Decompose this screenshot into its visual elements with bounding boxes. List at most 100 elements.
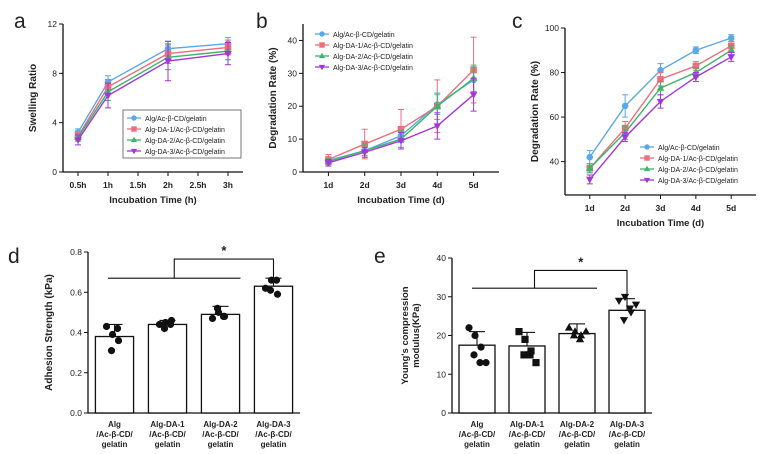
x-tick-label: 2d bbox=[620, 203, 630, 213]
x-tick-label: gelatin bbox=[514, 440, 540, 449]
panel-label-a: a bbox=[14, 10, 26, 33]
x-tick-label: 2.5h bbox=[189, 180, 206, 190]
data-point bbox=[564, 323, 574, 331]
data-point bbox=[470, 351, 478, 359]
x-tick-label: 4d bbox=[432, 180, 442, 190]
legend-marker bbox=[318, 52, 326, 59]
x-tick-label: 0.5h bbox=[69, 180, 86, 190]
series-4 bbox=[74, 40, 232, 146]
legend-label: Alg/Ac-β-CD/gelatin bbox=[333, 32, 395, 39]
bar-group: Alg-DA-1/Ac-β-CD/gelatin bbox=[508, 328, 546, 449]
x-tick-label: Alg bbox=[108, 420, 121, 429]
data-point bbox=[576, 331, 586, 339]
x-tick-label: 3d bbox=[656, 203, 666, 213]
data-point bbox=[164, 58, 172, 65]
x-tick-label: /Ac-β-CD/ bbox=[149, 430, 186, 439]
y-tick-label: 20 bbox=[437, 331, 447, 341]
data-point bbox=[527, 347, 535, 355]
x-tick-label: gelatin bbox=[261, 440, 287, 449]
series-line bbox=[77, 46, 229, 137]
y-axis-title: Swelling Ratio bbox=[28, 64, 39, 132]
bar-group: Alg/Ac-β-CD/gelatin bbox=[458, 324, 496, 449]
series-4 bbox=[324, 77, 478, 167]
x-tick-label: 1d bbox=[323, 180, 333, 190]
y-tick-label: 12 bbox=[48, 19, 58, 29]
legend-label: Alg-DA-1/Ac-β-CD/gelatin bbox=[333, 43, 413, 50]
data-point bbox=[465, 324, 473, 332]
panel-c: c 40 60 80 100 1d 2d 3d 4d 5d Incubation Time (d) D… bbox=[512, 10, 756, 229]
data-point bbox=[585, 164, 594, 171]
legend-marker bbox=[319, 42, 325, 48]
x-tick-label: /Ac-β-CD/ bbox=[255, 430, 292, 439]
legend-marker bbox=[131, 115, 137, 121]
bar bbox=[253, 285, 294, 414]
bar-group: Alg-DA-2/Ac-β-CD/gelatin bbox=[200, 304, 241, 449]
data-point bbox=[625, 305, 635, 313]
x-tick-label: /Ac-β-CD/ bbox=[202, 430, 239, 439]
x-tick-label: /Ac-β-CD/ bbox=[509, 430, 546, 439]
x-tick-label: /Ac-β-CD/ bbox=[609, 430, 646, 439]
legend-label: Alg-DA-2/Ac-β-CD/gelatin bbox=[658, 167, 738, 174]
data-point bbox=[515, 328, 523, 336]
y-axis-title: Degradation Rate (%) bbox=[530, 61, 541, 162]
series-line bbox=[77, 50, 229, 138]
data-point bbox=[108, 330, 117, 339]
bar-group: Alg-DA-1/Ac-β-CD/gelatin bbox=[147, 316, 188, 449]
y-tick-label: 10 bbox=[437, 369, 447, 379]
x-tick-label: Alg-DA-3 bbox=[256, 420, 291, 429]
panel-label-b: b bbox=[256, 10, 268, 33]
data-point bbox=[585, 176, 594, 184]
panel-a: a 0 4 8 12 0.5h 1h 1.5h 2h 2.5h 3h Incubation Time … bbox=[14, 10, 243, 206]
y-tick-label: 100 bbox=[545, 23, 559, 33]
legend-marker bbox=[131, 126, 137, 132]
x-tick-label: 1.5h bbox=[129, 180, 146, 190]
legend-label: Alg/Ac-β-CD/gelatin bbox=[658, 145, 720, 152]
data-point bbox=[476, 359, 484, 367]
data-point bbox=[360, 149, 369, 157]
data-point bbox=[272, 276, 281, 284]
data-point bbox=[569, 331, 579, 339]
x-tick-label: Alg bbox=[471, 420, 484, 429]
y-tick-label: 0.6 bbox=[70, 287, 82, 297]
data-point bbox=[657, 67, 664, 74]
significance-bracket: * bbox=[472, 254, 628, 300]
bar bbox=[200, 313, 241, 414]
bar bbox=[608, 309, 646, 414]
x-tick-label: 2d bbox=[360, 180, 370, 190]
series-line bbox=[77, 43, 229, 133]
data-point bbox=[619, 317, 629, 325]
series-1 bbox=[586, 34, 735, 165]
legend-label: Alg-DA-3/Ac-β-CD/gelatin bbox=[658, 178, 738, 185]
data-point bbox=[656, 98, 665, 106]
data-point bbox=[692, 68, 700, 76]
x-tick-label: /Ac-β-CD/ bbox=[459, 430, 496, 439]
panel-b: b 0 10 20 30 40 1d 2d 3d 4d 5d Incubation Time (d) D… bbox=[256, 10, 499, 206]
data-point bbox=[477, 343, 485, 351]
y-tick-label: 30 bbox=[288, 68, 298, 78]
legend-label: Alg/Ac-β-CD/gelatin bbox=[145, 116, 207, 123]
y-tick-label: 4 bbox=[52, 118, 57, 128]
series-3 bbox=[585, 45, 736, 174]
y-tick-label: 60 bbox=[550, 112, 560, 122]
data-point bbox=[324, 160, 333, 167]
data-point bbox=[526, 351, 534, 359]
data-point bbox=[224, 50, 232, 58]
legend-marker bbox=[644, 144, 650, 150]
data-point bbox=[471, 331, 479, 340]
panel-label-e: e bbox=[374, 245, 386, 268]
bar-group: Alg-DA-2/Ac-β-CD/gelatin bbox=[558, 323, 596, 449]
x-tick-label: 5d bbox=[469, 180, 479, 190]
data-point bbox=[219, 312, 228, 320]
x-tick-label: gelatin bbox=[464, 440, 490, 449]
y-tick-label: 30 bbox=[437, 292, 447, 302]
data-point bbox=[433, 102, 442, 109]
data-point bbox=[469, 74, 478, 81]
data-point bbox=[469, 92, 478, 99]
x-tick-label: gelatin bbox=[564, 440, 590, 449]
y-tick-label: 80 bbox=[550, 68, 560, 78]
legend: Alg/Ac-β-CD/gelatin Alg-DA-1/Ac-β-CD/gela… bbox=[315, 31, 413, 72]
legend-marker bbox=[130, 148, 138, 155]
data-point bbox=[620, 293, 630, 302]
x-tick-label: /Ac-β-CD/ bbox=[559, 430, 596, 439]
legend: Alg/Ac-β-CD/gelatin Alg-DA-1/Ac-β-CD/gela… bbox=[640, 144, 738, 185]
